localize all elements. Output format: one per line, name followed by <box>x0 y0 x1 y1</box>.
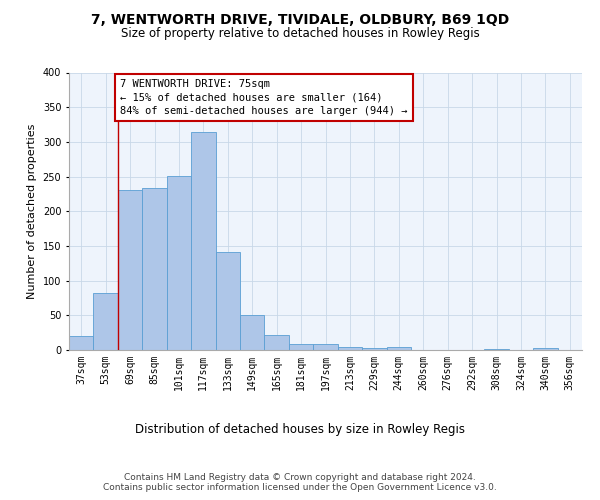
Bar <box>142 188 167 350</box>
Bar <box>289 344 313 350</box>
Bar <box>386 347 411 350</box>
Bar <box>191 132 215 350</box>
Text: Size of property relative to detached houses in Rowley Regis: Size of property relative to detached ho… <box>121 28 479 40</box>
Text: 7, WENTWORTH DRIVE, TIVIDALE, OLDBURY, B69 1QD: 7, WENTWORTH DRIVE, TIVIDALE, OLDBURY, B… <box>91 12 509 26</box>
Bar <box>362 348 386 350</box>
Text: Distribution of detached houses by size in Rowley Regis: Distribution of detached houses by size … <box>135 422 465 436</box>
Bar <box>118 190 142 350</box>
Bar <box>240 316 265 350</box>
Bar <box>313 344 338 350</box>
Bar <box>338 346 362 350</box>
Bar <box>69 336 94 350</box>
Bar <box>167 176 191 350</box>
Bar <box>265 334 289 350</box>
Text: Contains HM Land Registry data © Crown copyright and database right 2024.
Contai: Contains HM Land Registry data © Crown c… <box>103 472 497 492</box>
Bar <box>94 293 118 350</box>
Y-axis label: Number of detached properties: Number of detached properties <box>27 124 37 299</box>
Text: 7 WENTWORTH DRIVE: 75sqm
← 15% of detached houses are smaller (164)
84% of semi-: 7 WENTWORTH DRIVE: 75sqm ← 15% of detach… <box>120 80 408 116</box>
Bar <box>215 252 240 350</box>
Bar <box>533 348 557 350</box>
